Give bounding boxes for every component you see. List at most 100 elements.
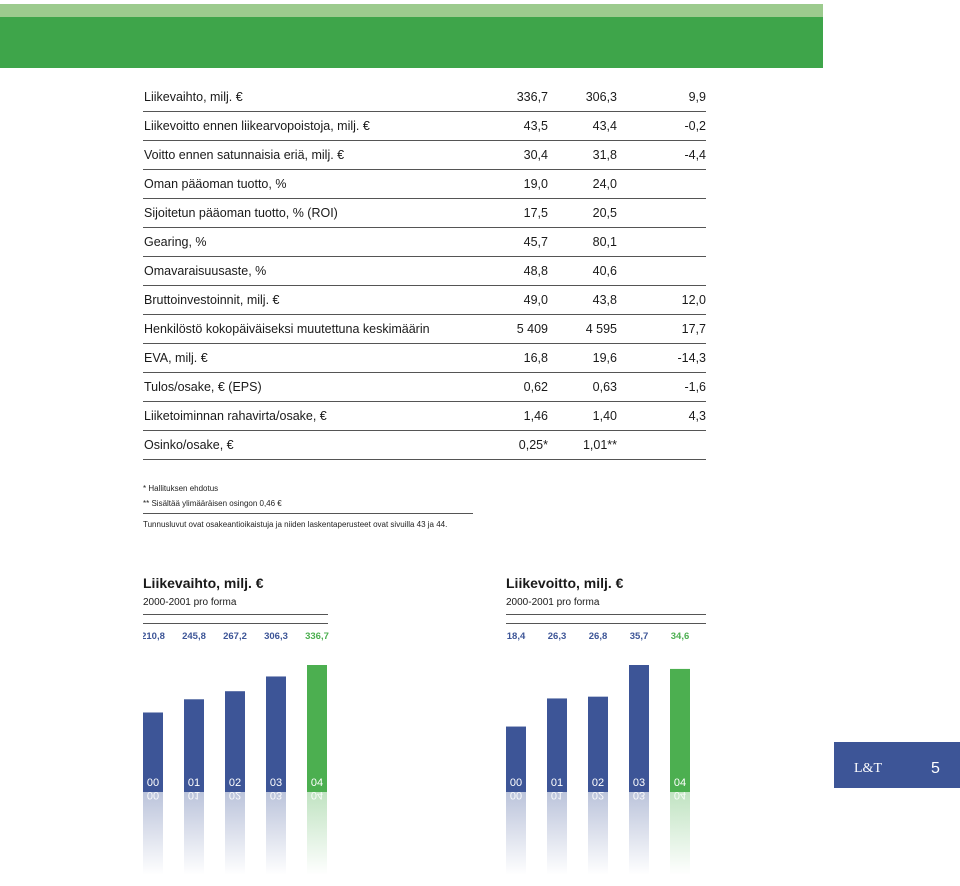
table-row: Liikevaihto, milj. € 336,7 306,3 9,9 <box>143 83 706 112</box>
value-change: 12,0 <box>681 293 706 307</box>
operating-profit-chart: Liikevoitto, milj. € 2000-2001 pro forma… <box>506 575 706 875</box>
row-label: Sijoitetun pääoman tuotto, % (ROI) <box>144 206 338 220</box>
value-previous: 1,01** <box>582 438 617 452</box>
bar-reflection <box>143 792 163 875</box>
table-row: Sijoitetun pääoman tuotto, % (ROI) 17,5 20… <box>143 199 706 228</box>
value-change: -14,3 <box>677 351 707 365</box>
data-label: 210,8 <box>143 631 165 642</box>
footnote-method: Tunnusluvut ovat osakeantioikaistuja ja … <box>143 520 448 529</box>
data-label: 18,4 <box>507 631 526 642</box>
category-label-reflection: 02 <box>229 789 241 801</box>
category-label: 03 <box>270 777 282 789</box>
value-previous: 306,3 <box>585 90 617 104</box>
value-previous: 40,6 <box>592 264 617 278</box>
chart-divider <box>143 614 328 615</box>
bar <box>143 712 163 792</box>
data-label: 267,2 <box>223 631 247 642</box>
value-previous: 0,63 <box>592 380 617 394</box>
table-row: EVA, milj. € 16,8 19,6 -14,3 <box>143 344 706 373</box>
bar <box>266 676 286 792</box>
table-row: Gearing, % 45,7 80,1 <box>143 228 706 257</box>
chart-title: Liikevaihto, milj. € <box>143 575 264 591</box>
category-label: 01 <box>551 777 563 789</box>
row-label: EVA, milj. € <box>144 351 208 365</box>
value-current: 49,0 <box>523 293 548 307</box>
table-row: Omavaraisuusaste, % 48,8 40,6 <box>143 257 706 286</box>
category-label-reflection: 02 <box>592 789 604 801</box>
value-change: -4,4 <box>684 148 706 162</box>
bar <box>307 665 327 792</box>
value-previous: 24,0 <box>592 177 617 191</box>
data-label: 35,7 <box>630 631 649 642</box>
data-label: 26,3 <box>548 631 567 642</box>
bar <box>670 668 690 792</box>
bar <box>588 696 608 792</box>
chart-divider <box>506 614 706 615</box>
footnote-proposal: * Hallituksen ehdotus <box>143 484 219 493</box>
bar-reflection <box>506 792 526 875</box>
category-label-reflection: 04 <box>674 789 686 801</box>
bar <box>629 665 649 792</box>
chart-divider <box>143 623 328 624</box>
value-previous: 43,4 <box>592 119 617 133</box>
value-current: 0,62 <box>523 380 548 394</box>
value-change: -1,6 <box>684 380 706 394</box>
value-current: 43,5 <box>523 119 548 133</box>
data-label: 306,3 <box>264 631 288 642</box>
table-row: Oman pääoman tuotto, % 19,0 24,0 <box>143 170 706 199</box>
value-change: 4,3 <box>688 409 706 423</box>
category-label-reflection: 00 <box>147 789 159 801</box>
bar-reflection <box>184 792 204 875</box>
category-label: 04 <box>311 777 323 789</box>
category-label: 04 <box>674 777 686 789</box>
row-label: Gearing, % <box>144 235 207 249</box>
value-current: 17,5 <box>523 206 548 220</box>
category-label: 02 <box>229 777 241 789</box>
row-label: Liikevaihto, milj. € <box>144 90 243 104</box>
value-current: 1,46 <box>523 409 548 423</box>
value-change: 9,9 <box>688 90 706 104</box>
header-band <box>0 17 823 68</box>
row-label: Voitto ennen satunnaisia eriä, milj. € <box>144 148 345 162</box>
table-row: Osinko/osake, € 0,25* 1,01** <box>143 431 706 460</box>
bar-reflection <box>670 792 690 875</box>
bar-reflection <box>588 792 608 875</box>
row-label: Omavaraisuusaste, % <box>144 264 267 278</box>
chart-divider <box>506 623 706 624</box>
value-previous: 80,1 <box>592 235 617 249</box>
row-label: Henkilöstö kokopäiväiseksi muutettuna ke… <box>144 322 430 336</box>
chart-subtitle: 2000-2001 pro forma <box>143 597 237 608</box>
value-previous: 43,8 <box>592 293 617 307</box>
table-row: Liikevoitto ennen liikearvopoistoja, mil… <box>143 112 706 141</box>
value-current: 5 409 <box>516 322 548 336</box>
brand-footer: L&T 5 <box>834 742 960 788</box>
header-band-light <box>0 4 823 17</box>
brand-logo: L&T <box>854 761 882 776</box>
bar <box>547 698 567 792</box>
category-label: 02 <box>592 777 604 789</box>
bar <box>225 691 245 792</box>
table-row: Voitto ennen satunnaisia eriä, milj. € 30… <box>143 141 706 170</box>
key-figures-table: Liikevaihto, milj. € 336,7 306,3 9,9 Liikevo… <box>143 83 706 460</box>
value-current: 16,8 <box>523 351 548 365</box>
chart-subtitle: 2000-2001 pro forma <box>506 597 600 608</box>
row-label: Liikevoitto ennen liikearvopoistoja, mil… <box>144 119 370 133</box>
value-current: 45,7 <box>523 235 548 249</box>
data-label: 34,6 <box>671 631 690 642</box>
bar-reflection <box>629 792 649 875</box>
data-label: 26,8 <box>589 631 608 642</box>
row-label: Bruttoinvestoinnit, milj. € <box>144 293 280 307</box>
row-label: Osinko/osake, € <box>144 438 234 452</box>
value-change: -0,2 <box>684 119 706 133</box>
value-current: 336,7 <box>516 90 548 104</box>
table-row: Bruttoinvestoinnit, milj. € 49,0 43,8 12,0 <box>143 286 706 315</box>
category-label-reflection: 04 <box>311 789 323 801</box>
bar-reflection <box>307 792 327 875</box>
footnote-extra-dividend: ** Sisältää ylimääräisen osingon 0,46 € <box>143 499 282 508</box>
category-label-reflection: 01 <box>188 789 200 801</box>
category-label: 01 <box>188 777 200 789</box>
bar-reflection <box>266 792 286 875</box>
category-label-reflection: 01 <box>551 789 563 801</box>
